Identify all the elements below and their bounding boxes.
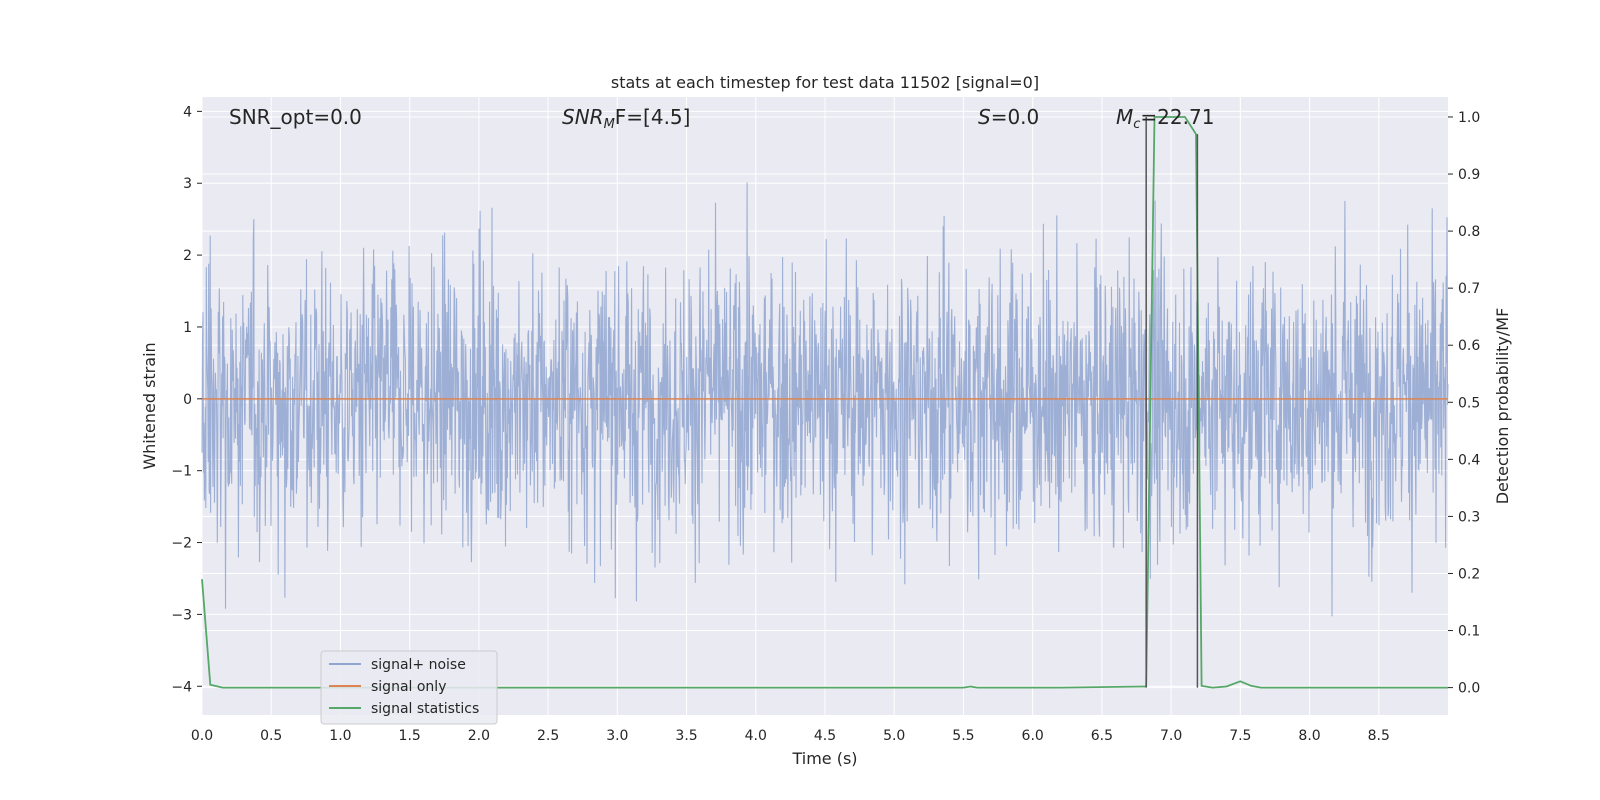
annotation-mc-sub: c [1133, 117, 1140, 132]
x-tick-label: 7.0 [1160, 728, 1182, 744]
annotation-snr-mf: SNRMF=[4.5] [562, 105, 690, 132]
y-left-tick-label: −4 [171, 679, 192, 695]
y-axis-right-ticks: 0.0 0.1 0.2 0.3 0.4 0.5 0.6 0.7 0.8 0.9 1.0 [1448, 110, 1480, 697]
x-axis-label: Time (s) [791, 749, 857, 768]
x-tick-label: 3.0 [606, 728, 628, 744]
annotation-snr-mf-base: SNR [562, 105, 604, 129]
y-left-tick-label: 3 [183, 176, 192, 192]
annotation-s-rest: =0.0 [991, 105, 1040, 129]
y-right-tick-label: 0.9 [1458, 167, 1480, 183]
x-tick-label: 7.5 [1229, 728, 1251, 744]
x-axis-ticks: 0.0 0.5 1.0 1.5 2.0 2.5 3.0 3.5 4.0 4.5 5.0 5.5 6.0 6… [191, 728, 1390, 744]
annotation-s-base: S [978, 105, 991, 129]
y-axis-left-ticks: −4 −3 −2 −1 0 1 2 3 4 [171, 104, 202, 695]
y-left-tick-label: 0 [183, 392, 192, 408]
annotation-mc: Mc=22.71 [1116, 105, 1214, 132]
x-tick-label: 0.0 [191, 728, 213, 744]
x-tick-label: 8.5 [1368, 728, 1390, 744]
y-right-tick-label: 0.4 [1458, 452, 1480, 468]
vertical-markers [1145, 116, 1199, 688]
y-right-tick-label: 0.8 [1458, 224, 1480, 240]
annotation-mc-rest: =22.71 [1140, 105, 1214, 129]
x-tick-label: 1.0 [329, 728, 351, 744]
y-right-tick-label: 0.1 [1458, 624, 1480, 640]
annotation-s: S=0.0 [978, 105, 1039, 129]
x-tick-label: 2.5 [537, 728, 559, 744]
annotation-snr-mf-rest: F=[4.5] [615, 105, 691, 129]
y-left-tick-label: 1 [183, 320, 192, 336]
x-tick-label: 1.5 [399, 728, 421, 744]
y-left-tick-label: −2 [171, 536, 192, 552]
x-tick-label: 6.5 [1091, 728, 1113, 744]
x-tick-label: 5.0 [883, 728, 905, 744]
x-tick-label: 4.5 [814, 728, 836, 744]
x-tick-label: 4.0 [745, 728, 767, 744]
legend-box [320, 650, 498, 725]
signal-statistics-series [201, 116, 1448, 689]
annotation-mc-base: M [1116, 105, 1133, 129]
y-left-tick-label: 4 [183, 104, 192, 120]
x-tick-label: 0.5 [260, 728, 282, 744]
y-right-tick-label: 0.3 [1458, 509, 1480, 525]
y-right-tick-label: 0.7 [1458, 281, 1480, 297]
y-right-tick-label: 0.5 [1458, 395, 1480, 411]
y-left-tick-label: 2 [183, 248, 192, 264]
legend-label-signal-statistics: signal statistics [371, 701, 479, 717]
legend-label-signal-only: signal only [371, 679, 446, 695]
legend-label-signal-noise: signal+ noise [371, 657, 466, 673]
x-tick-label: 5.5 [952, 728, 974, 744]
legend: signal+ noise signal only signal statist… [320, 650, 498, 725]
signal-statistics-line [201, 116, 1448, 689]
x-tick-label: 2.0 [468, 728, 490, 744]
x-tick-label: 3.5 [675, 728, 697, 744]
y-left-tick-label: −1 [171, 464, 192, 480]
y-right-tick-label: 0.6 [1458, 338, 1480, 354]
y-right-tick-label: 1.0 [1458, 110, 1480, 126]
y-axis-right-label: Detection probability/MF [1493, 308, 1512, 505]
y-right-tick-label: 0.2 [1458, 566, 1480, 582]
y-axis-left-label: Whitened strain [140, 342, 159, 469]
y-right-tick-label: 0.0 [1458, 681, 1480, 697]
x-tick-label: 6.0 [1022, 728, 1044, 744]
annotation-snr-opt: SNR_opt=0.0 [229, 105, 362, 129]
signal-noise-series [201, 182, 1449, 617]
x-tick-label: 8.0 [1298, 728, 1320, 744]
chart-title: stats at each timestep for test data 115… [611, 73, 1039, 92]
signal-noise-line [201, 182, 1449, 617]
y-left-tick-label: −3 [171, 607, 192, 623]
annotation-snr-mf-sub: M [604, 117, 615, 132]
